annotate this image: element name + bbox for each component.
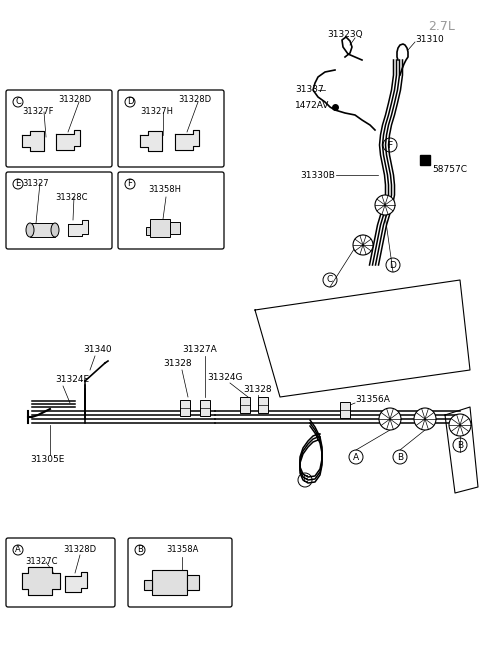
Circle shape: [379, 408, 401, 430]
Circle shape: [375, 195, 395, 215]
Text: 31340: 31340: [84, 345, 112, 354]
Circle shape: [449, 414, 471, 436]
Text: E: E: [302, 476, 308, 485]
Text: 31305E: 31305E: [30, 455, 64, 464]
Text: 31327H: 31327H: [140, 107, 173, 117]
Bar: [152, 570, 187, 595]
Text: E: E: [15, 179, 21, 189]
Text: 31323Q: 31323Q: [327, 31, 363, 39]
Text: 31327F: 31327F: [22, 107, 53, 117]
Circle shape: [414, 408, 436, 430]
Bar: [30, 223, 55, 237]
Text: A: A: [15, 546, 21, 555]
Bar: [180, 400, 190, 416]
Circle shape: [353, 235, 373, 255]
Text: 31330B: 31330B: [300, 170, 335, 179]
Text: 31327: 31327: [22, 179, 48, 187]
Text: 31358A: 31358A: [166, 546, 198, 555]
Bar: [170, 222, 180, 234]
Polygon shape: [22, 131, 44, 151]
Text: 31328: 31328: [164, 360, 192, 369]
Polygon shape: [140, 131, 162, 151]
Text: 31324G: 31324G: [207, 373, 243, 381]
Bar: [240, 397, 250, 413]
Polygon shape: [175, 130, 199, 150]
Text: C: C: [327, 276, 333, 284]
Text: 31328D: 31328D: [179, 96, 212, 105]
Ellipse shape: [26, 223, 34, 237]
Text: D: D: [127, 98, 133, 107]
Text: C: C: [15, 98, 21, 107]
Text: 31324E: 31324E: [55, 375, 89, 384]
Text: F: F: [128, 179, 132, 189]
Ellipse shape: [51, 223, 59, 237]
Text: B: B: [397, 453, 403, 462]
Polygon shape: [22, 567, 60, 595]
Bar: [340, 402, 350, 418]
Text: 31356A: 31356A: [355, 396, 390, 405]
Bar: [187, 575, 199, 590]
Text: A: A: [353, 453, 359, 462]
Polygon shape: [56, 130, 80, 150]
Bar: [258, 397, 268, 413]
Text: 2.7L: 2.7L: [428, 20, 455, 33]
Text: 31328D: 31328D: [59, 96, 92, 105]
Text: 58757C: 58757C: [432, 164, 467, 174]
Text: D: D: [390, 261, 396, 269]
Text: 31328: 31328: [244, 384, 272, 394]
Polygon shape: [65, 572, 87, 592]
Text: 31358H: 31358H: [148, 185, 181, 195]
Text: B: B: [137, 546, 143, 555]
Bar: [146, 227, 150, 235]
Text: F: F: [387, 141, 393, 149]
Text: 31327C: 31327C: [25, 557, 58, 567]
Text: 1472AV: 1472AV: [295, 100, 329, 109]
Text: 31337: 31337: [295, 86, 324, 94]
Text: 31327A: 31327A: [182, 345, 217, 354]
Text: 31328C: 31328C: [55, 193, 87, 202]
Bar: [420, 155, 430, 165]
Polygon shape: [68, 220, 88, 236]
Text: 31310: 31310: [415, 35, 444, 45]
Bar: [150, 219, 170, 237]
Bar: [200, 400, 210, 416]
Bar: [144, 580, 152, 590]
Text: B: B: [457, 441, 463, 449]
Text: 31328D: 31328D: [63, 544, 96, 553]
